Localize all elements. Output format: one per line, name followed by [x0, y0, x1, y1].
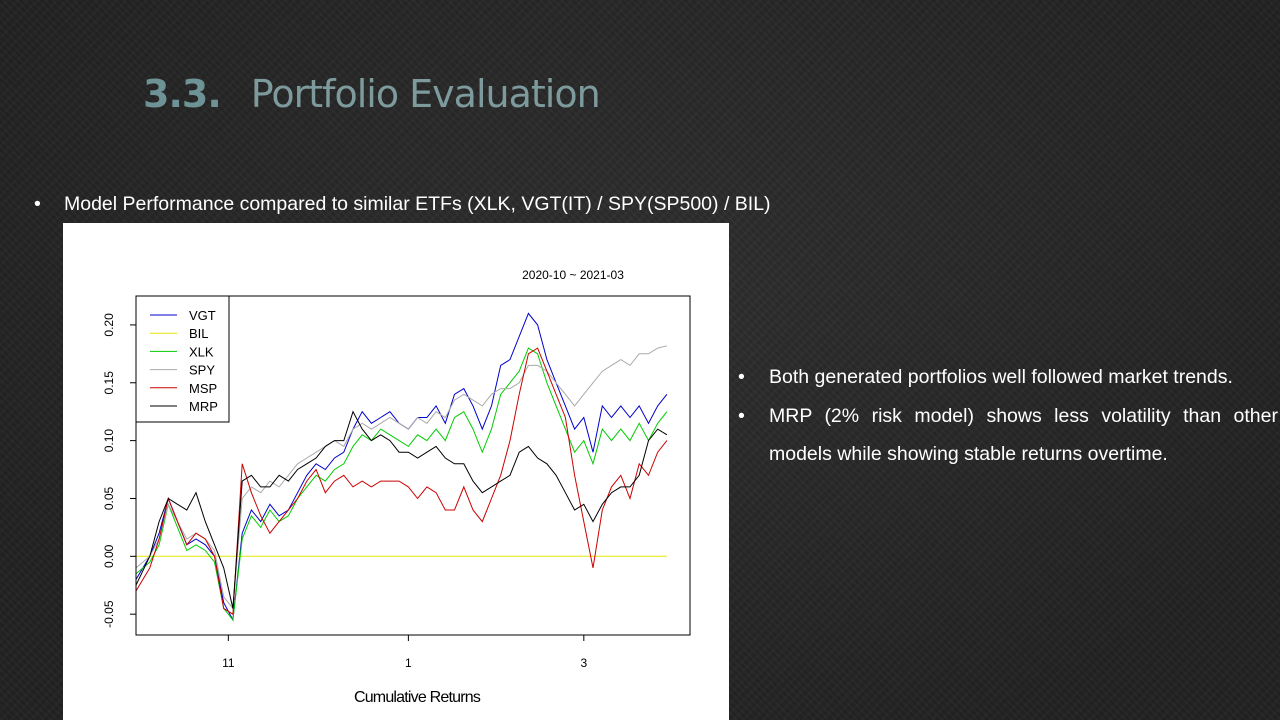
series-line-xlk — [135, 347, 668, 622]
side-bullet-list: • Both generated portfolios well followe… — [738, 358, 1278, 474]
cumulative-returns-chart: 2020-10 ~ 2021-03 -0.05 0.00 0.05 0.10 0.15 0.… — [102, 268, 691, 706]
main-bullet: • Model Performance compared to similar E… — [34, 193, 771, 216]
legend-label-vgt: VGT — [189, 308, 216, 323]
bullet-dot: • — [34, 193, 41, 215]
chart-panel: 2020-10 ~ 2021-03 -0.05 0.00 0.05 0.10 0.15 0.… — [63, 223, 729, 720]
legend-label-xlk: XLK — [189, 344, 214, 359]
side-bullet-text: Both generated portfolios well followed … — [769, 366, 1233, 388]
legend-label-spy: SPY — [189, 363, 215, 378]
series-line-msp — [135, 347, 668, 616]
side-bullet-text: MRP (2% risk model) shows less volatilit… — [769, 404, 1278, 466]
chart-title: 2020-10 ~ 2021-03 — [522, 268, 624, 282]
y-tick-label: 0.10 — [102, 429, 116, 453]
slide-title: 3.3. Portfolio Evaluation — [143, 72, 601, 116]
x-tick-label: 11 — [222, 656, 235, 670]
x-axis-label: Cumulative Returns — [354, 689, 481, 706]
main-bullet-text: Model Performance compared to similar ET… — [64, 193, 771, 215]
y-tick-label: 0.00 — [102, 544, 116, 568]
side-bullet-2: • MRP (2% risk model) shows less volatil… — [738, 397, 1278, 474]
legend-box — [135, 295, 230, 423]
legend-label-msp: MSP — [189, 381, 217, 396]
series-line-mrp — [135, 410, 668, 609]
series-line-spy — [135, 345, 668, 610]
section-number: 3.3. — [143, 72, 222, 116]
y-tick-label: 0.05 — [102, 486, 116, 510]
y-tick-label: -0.05 — [102, 600, 116, 628]
y-tick-label: 0.15 — [102, 371, 116, 395]
legend-label-mrp: MRP — [189, 399, 218, 414]
bullet-dot: • — [738, 366, 745, 388]
y-tick-label: 0.20 — [102, 313, 116, 337]
x-tick-label: 1 — [405, 656, 412, 670]
side-bullet-1: • Both generated portfolios well followe… — [738, 358, 1278, 397]
page-title: Portfolio Evaluation — [250, 72, 601, 116]
plot-frame — [135, 295, 691, 636]
legend-label-bil: BIL — [189, 326, 209, 341]
x-tick-label: 3 — [580, 656, 587, 670]
bullet-dot: • — [738, 404, 745, 427]
